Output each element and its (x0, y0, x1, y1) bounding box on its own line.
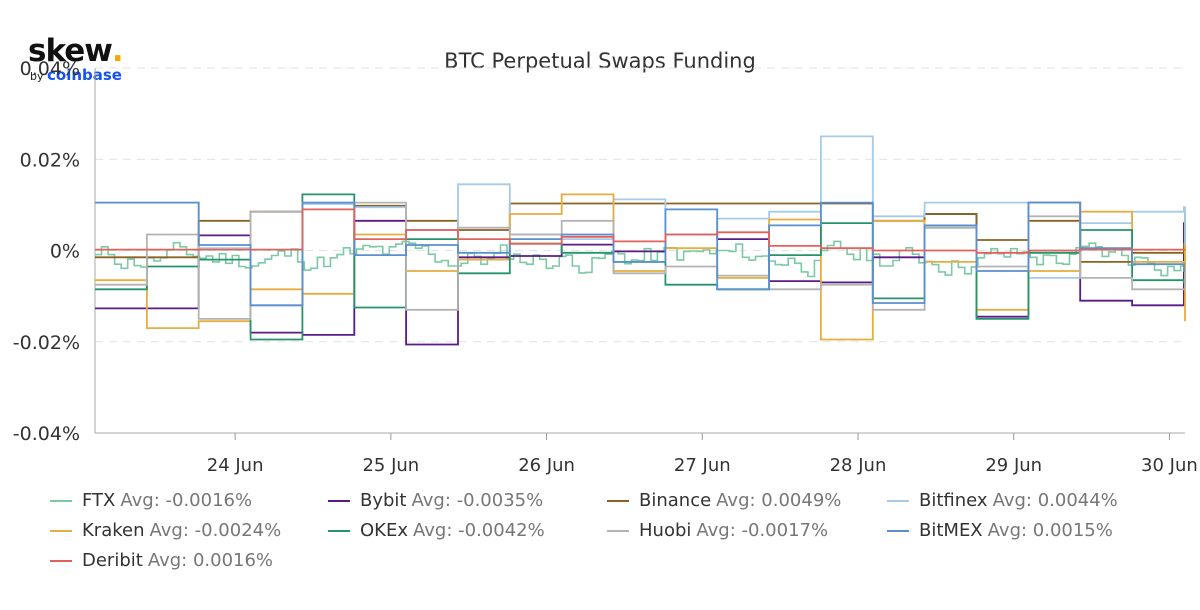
legend-series-name: Bybit (360, 490, 407, 511)
legend-item-bitfinex[interactable]: Bitfinex Avg: 0.0044% (887, 490, 1118, 511)
legend-series-avg: Avg: -0.0016% (120, 490, 253, 511)
legend-series-avg: Avg: 0.0044% (992, 490, 1118, 511)
logo-by: by (30, 70, 44, 83)
y-tick-label: 0% (50, 241, 80, 263)
x-tick-label: 29 Jun (985, 455, 1042, 476)
legend-series-name: OKEx (360, 520, 408, 541)
legend-swatch (328, 499, 350, 502)
legend-item-okex[interactable]: OKEx Avg: -0.0042% (328, 520, 545, 541)
series-line-ftx (95, 240, 1186, 278)
legend-item-kraken[interactable]: Kraken Avg: -0.0024% (50, 520, 281, 541)
legend-swatch (50, 499, 72, 502)
legend-series-avg: Avg: -0.0042% (413, 520, 545, 541)
series-line-deribit (95, 208, 1185, 254)
x-tick-label: 25 Jun (362, 455, 419, 476)
legend-series-name: Deribit (82, 550, 143, 571)
legend-swatch (328, 529, 350, 532)
x-tick-label: 26 Jun (518, 455, 575, 476)
legend-series-avg: Avg: -0.0035% (411, 490, 544, 511)
logo-wordmark: skew (28, 33, 113, 69)
y-tick-label: 0.04% (20, 58, 80, 80)
x-tick-label: 28 Jun (830, 455, 887, 476)
legend-item-bitmex[interactable]: BitMEX Avg: 0.0015% (887, 520, 1113, 541)
funding-chart: BTC Perpetual Swaps Funding -0.04% -0.02% 0… (13, 49, 1198, 476)
x-tick-label: 30 Jun (1141, 455, 1198, 476)
legend-series-avg: Avg: -0.0024% (149, 520, 282, 541)
logo-coinbase: coinbase (47, 66, 122, 84)
legend-item-deribit[interactable]: Deribit Avg: 0.0016% (50, 550, 273, 571)
legend-item-binance[interactable]: Binance Avg: 0.0049% (607, 490, 841, 511)
legend-series-avg: Avg: 0.0015% (987, 520, 1113, 541)
x-tick-label: 27 Jun (674, 455, 731, 476)
legend-series-name: Kraken (82, 520, 145, 541)
series-line-bitfinex (95, 135, 1186, 307)
legend-item-ftx[interactable]: FTX Avg: -0.0016% (50, 490, 252, 511)
legend-series-name: FTX (82, 490, 116, 511)
y-tick-label: 0.02% (20, 149, 80, 171)
legend-swatch (50, 559, 72, 562)
legend-series-name: Bitfinex (919, 490, 988, 511)
legend-swatch (50, 529, 72, 532)
chart-title: BTC Perpetual Swaps Funding (444, 49, 756, 73)
legend-series-avg: Avg: 0.0049% (716, 490, 842, 511)
legend-series-name: Binance (639, 490, 712, 511)
logo-dot: . (111, 33, 124, 69)
series-line-bitmex (95, 201, 1185, 307)
y-tick-label: -0.02% (13, 332, 80, 354)
legend-series-avg: Avg: -0.0017% (696, 520, 829, 541)
legend-item-bybit[interactable]: Bybit Avg: -0.0035% (328, 490, 543, 511)
x-tick-label: 24 Jun (207, 455, 264, 476)
legend-swatch (607, 499, 629, 502)
legend-swatch (887, 499, 909, 502)
legend-swatch (607, 529, 629, 532)
legend-item-huobi[interactable]: Huobi Avg: -0.0017% (607, 520, 828, 541)
legend-series-name: Huobi (639, 520, 692, 541)
logo-tagline: by coinbase (30, 68, 124, 83)
legend-swatch (887, 529, 909, 532)
legend-series-avg: Avg: 0.0016% (147, 550, 274, 571)
y-tick-label: -0.04% (13, 423, 80, 445)
legend-series-name: BitMEX (919, 520, 983, 541)
skew-logo: skew. by coinbase (28, 36, 124, 83)
